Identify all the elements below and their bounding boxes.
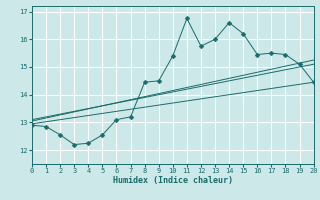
X-axis label: Humidex (Indice chaleur): Humidex (Indice chaleur) bbox=[113, 176, 233, 185]
